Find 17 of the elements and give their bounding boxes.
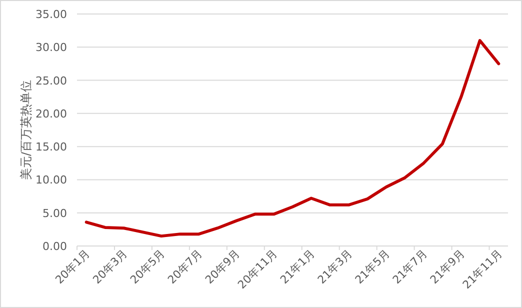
y-tick-label: 10.00 — [36, 174, 67, 187]
y-tick-label: 0.00 — [42, 240, 67, 253]
y-tick-label: 20.00 — [36, 107, 67, 120]
x-tick-label: 21年7月 — [390, 246, 430, 287]
x-tick-label: 21年5月 — [352, 246, 392, 287]
x-tick-label: 20年5月 — [128, 246, 168, 287]
line-series — [84, 39, 500, 238]
y-tick-label: 25.00 — [36, 74, 67, 88]
x-tick-label: 20年3月 — [90, 246, 130, 287]
y-axis-title: 美元/百万英热单位 — [19, 80, 33, 180]
x-tick-label: 21年3月 — [315, 246, 355, 287]
x-tick-label: 20年7月 — [165, 246, 205, 287]
y-tick-label: 5.00 — [42, 206, 67, 220]
y-tick-label: 30.00 — [36, 41, 67, 54]
x-tick-label: 21年1月 — [278, 246, 318, 287]
y-tick-label: 15.00 — [36, 140, 67, 154]
y-tick-label: 35.00 — [36, 8, 67, 21]
